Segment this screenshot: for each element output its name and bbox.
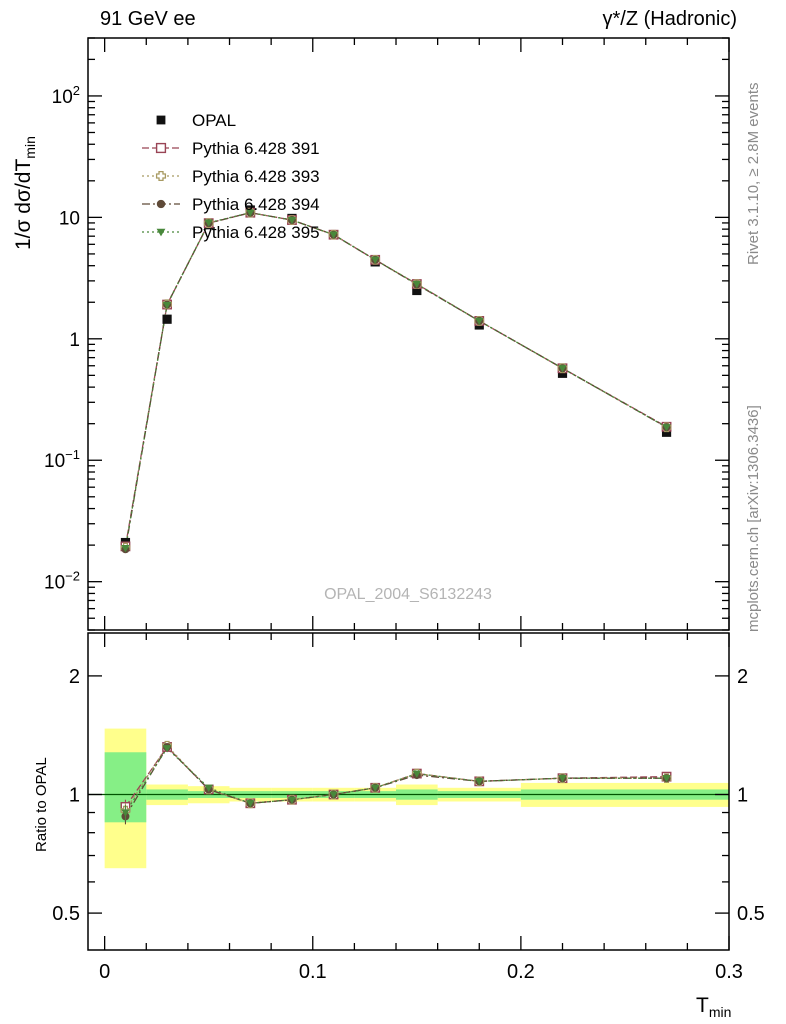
legend-label: OPAL bbox=[192, 111, 236, 130]
legend: OPAL Pythia 6.428 391 Pythia 6.428 393 Pyth… bbox=[142, 111, 320, 242]
panel-frame bbox=[87, 37, 730, 631]
legend-label: Pythia 6.428 391 bbox=[192, 139, 320, 158]
legend-label: Pythia 6.428 393 bbox=[192, 167, 320, 186]
data-marker bbox=[329, 231, 338, 239]
data-marker bbox=[371, 784, 380, 792]
ratio-tick-label-left: 2 bbox=[69, 666, 80, 688]
data-marker bbox=[287, 216, 297, 225]
legend-item-opal: OPAL bbox=[156, 111, 236, 130]
y-tick-label: 10−1 bbox=[44, 447, 80, 472]
panel-frame bbox=[87, 632, 730, 951]
x-tick-label: 0.2 bbox=[507, 961, 535, 983]
y-tick-label: 10−2 bbox=[44, 569, 80, 594]
data-marker bbox=[162, 314, 172, 324]
axes-frame bbox=[87, 37, 730, 951]
data-marker bbox=[662, 424, 671, 432]
mcplots-credit-label: mcplots.cern.ch [arXiv:1306.3436] bbox=[745, 405, 762, 632]
ratio-axis-label: Ratio to OPAL bbox=[33, 757, 50, 852]
legend-item-pythia-6-428-395: Pythia 6.428 395 bbox=[142, 223, 320, 242]
data-marker bbox=[162, 745, 172, 753]
data-marker bbox=[204, 784, 213, 792]
main-panel-series bbox=[120, 205, 672, 554]
y-axis-label-main: 1/σ dσ/dT bbox=[12, 159, 35, 250]
data-marker bbox=[557, 368, 568, 378]
data-marker bbox=[287, 796, 297, 804]
y-tick-label: 1 bbox=[69, 330, 80, 351]
data-marker bbox=[558, 775, 567, 783]
data-marker bbox=[156, 115, 166, 125]
ratio-tick-label-right: 2 bbox=[737, 666, 748, 688]
x-tick-label: 0 bbox=[99, 961, 110, 983]
data-marker bbox=[246, 800, 255, 808]
data-marker bbox=[162, 301, 172, 310]
legend-label: Pythia 6.428 394 bbox=[192, 195, 320, 214]
legend-item-pythia-6-428-394: Pythia 6.428 394 bbox=[142, 195, 320, 214]
data-marker bbox=[371, 256, 380, 265]
x-tick-label: 0.1 bbox=[299, 961, 327, 983]
data-marker bbox=[155, 142, 167, 154]
mc-curve bbox=[124, 212, 667, 548]
rivet-version-label: Rivet 3.1.10, ≥ 2.8M events bbox=[745, 83, 762, 266]
data-marker bbox=[558, 365, 567, 373]
y-axis-label-sub: min bbox=[22, 136, 38, 159]
x-axis-label: Tmin bbox=[696, 994, 731, 1020]
data-marker bbox=[156, 228, 166, 237]
mc-curve bbox=[124, 212, 667, 550]
tick-labels: 102 10 1 10−1 10−2 0 0.1 0.2 0.3 2 2 1 1 0.5 0.5 bbox=[44, 83, 765, 983]
data-marker bbox=[246, 209, 255, 217]
legend-label: Pythia 6.428 395 bbox=[192, 223, 320, 242]
process-label: γ*/Z (Hadronic) bbox=[603, 8, 737, 30]
ratio-tick-label-right: 1 bbox=[737, 785, 748, 807]
data-marker bbox=[329, 791, 338, 799]
x-axis-label-sub: min bbox=[709, 1004, 732, 1020]
ratio-tick-label-left: 0.5 bbox=[52, 903, 80, 925]
ratio-panel-series bbox=[120, 740, 672, 825]
y-axis-label: 1/σ dσ/dTmin bbox=[12, 136, 38, 250]
data-marker bbox=[412, 280, 422, 289]
x-tick-label: 0.3 bbox=[715, 961, 743, 983]
data-marker bbox=[662, 775, 671, 783]
data-marker bbox=[412, 770, 422, 778]
ratio-tick-label-right: 0.5 bbox=[737, 903, 765, 925]
mc-curve bbox=[124, 212, 667, 547]
data-marker bbox=[155, 170, 167, 182]
y-tick-label: 102 bbox=[52, 83, 80, 108]
chart-render-layer: 102 10 1 10−1 10−2 0 0.1 0.2 0.3 2 2 1 1 0.5 0.5 OPAL Py… bbox=[44, 37, 765, 983]
legend-item-pythia-6-428-393: Pythia 6.428 393 bbox=[142, 167, 320, 186]
ratio-tick-label-left: 1 bbox=[69, 785, 80, 807]
beam-energy-label: 91 GeV ee bbox=[100, 8, 196, 30]
data-marker bbox=[121, 809, 130, 817]
data-marker bbox=[204, 219, 213, 227]
data-marker bbox=[475, 778, 484, 786]
data-marker bbox=[661, 427, 672, 437]
mc-curve bbox=[124, 212, 667, 549]
data-marker bbox=[412, 285, 422, 296]
legend-item-pythia-6-428-391: Pythia 6.428 391 bbox=[142, 139, 320, 158]
x-axis-label-main: T bbox=[696, 994, 709, 1017]
data-marker bbox=[121, 544, 130, 553]
data-marker bbox=[475, 317, 484, 326]
y-tick-label: 10 bbox=[59, 208, 80, 229]
ratio-uncertainty-bands bbox=[88, 728, 729, 869]
analysis-watermark: OPAL_2004_S6132243 bbox=[324, 586, 492, 603]
data-marker bbox=[156, 199, 166, 209]
